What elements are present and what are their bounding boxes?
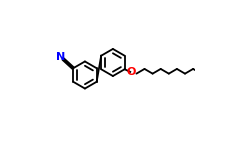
Text: O: O (127, 67, 136, 77)
Text: N: N (56, 52, 65, 62)
